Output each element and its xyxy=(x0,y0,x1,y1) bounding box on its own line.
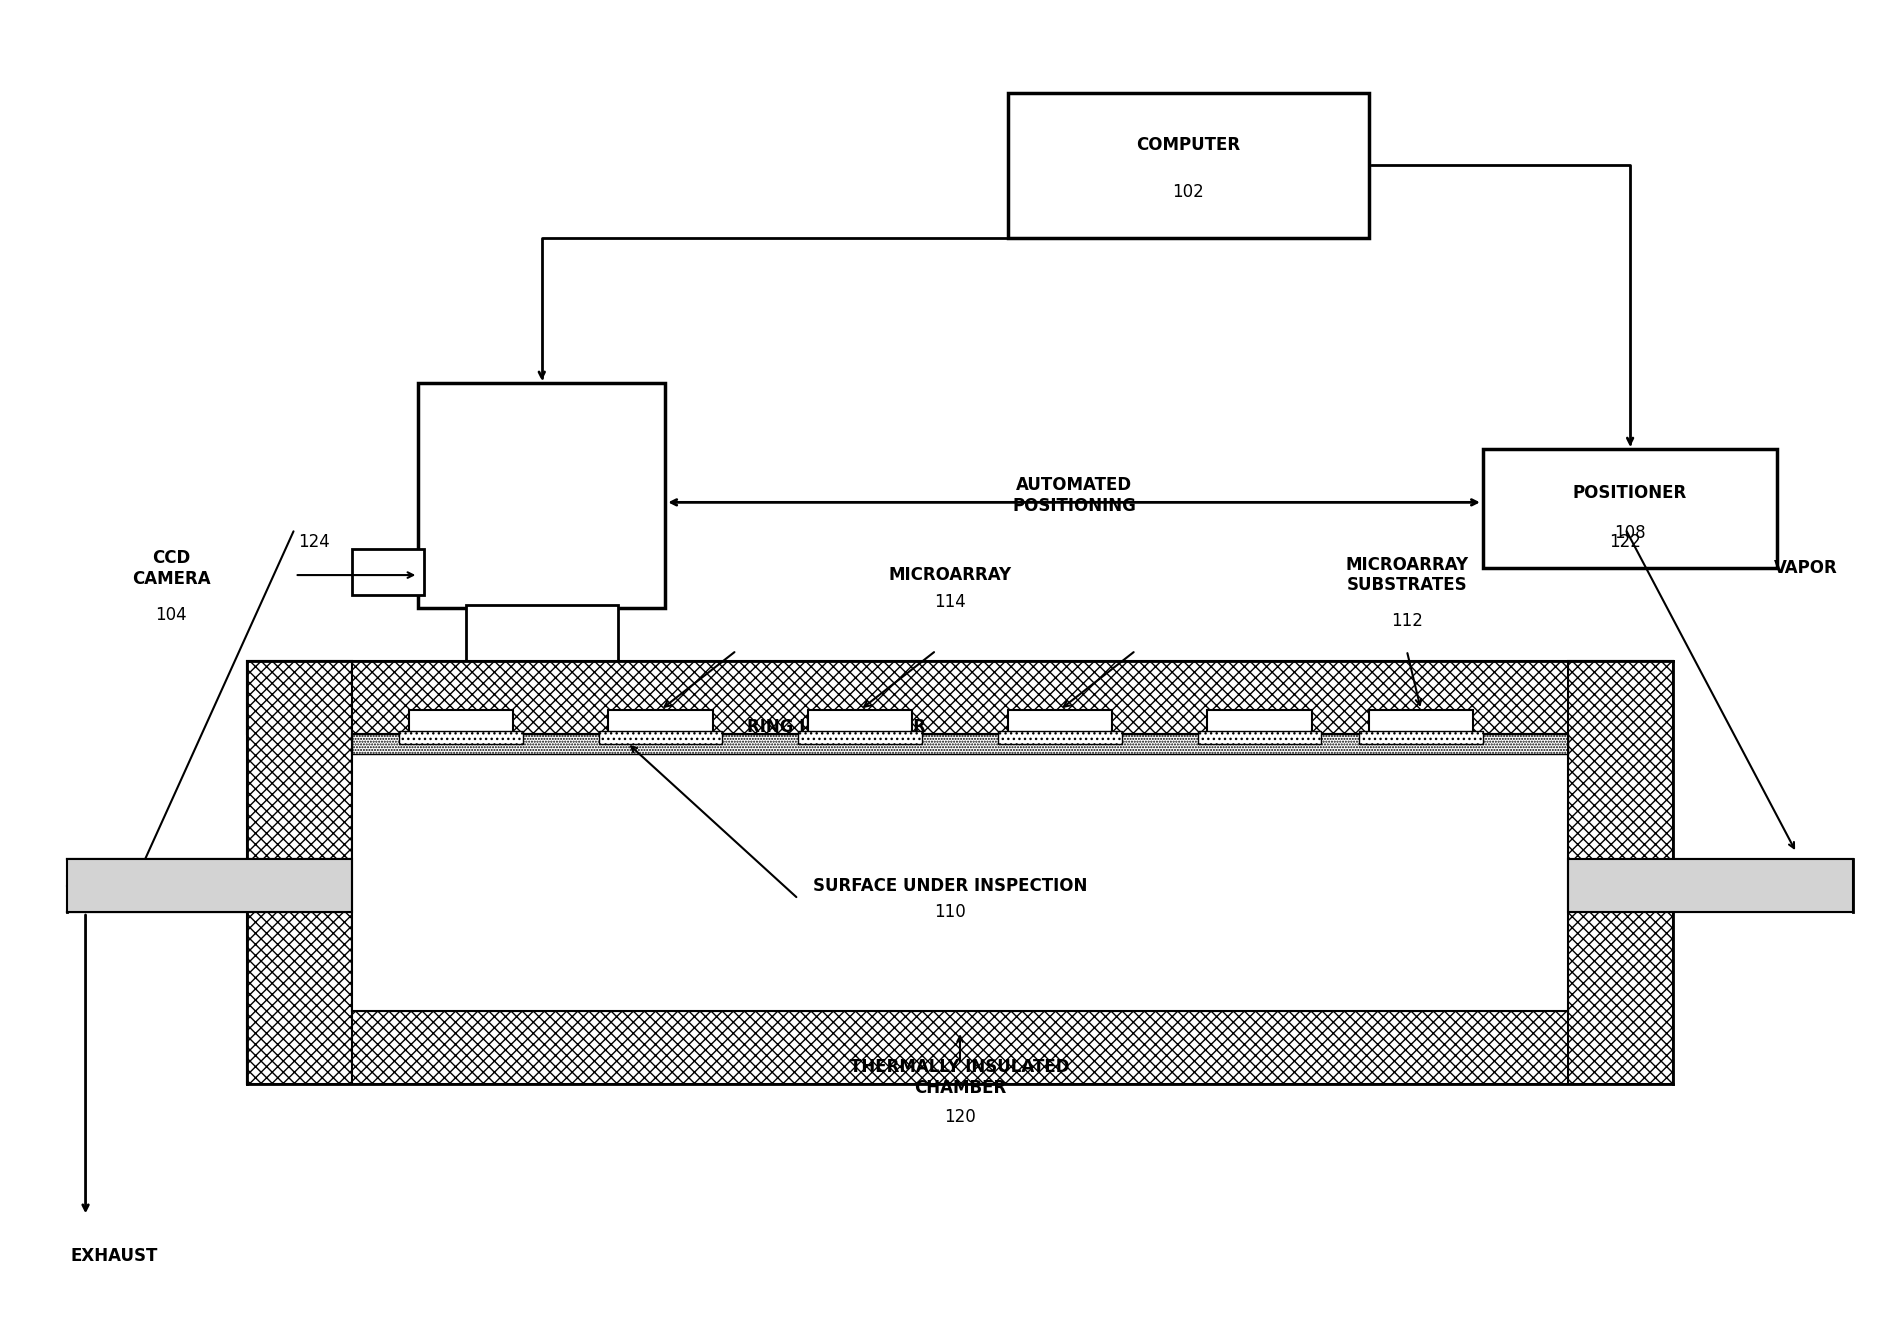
Text: POSITIONER: POSITIONER xyxy=(1572,484,1688,502)
Bar xyxy=(608,710,713,734)
Text: 102: 102 xyxy=(1173,182,1203,201)
Text: 114: 114 xyxy=(935,592,966,611)
Text: RING ILLUMINATOR: RING ILLUMINATOR xyxy=(747,718,926,736)
Bar xyxy=(247,661,352,1084)
FancyBboxPatch shape xyxy=(1008,93,1369,238)
Text: 110: 110 xyxy=(935,903,966,921)
Text: 108: 108 xyxy=(1614,524,1646,542)
Bar xyxy=(352,734,1568,754)
Text: 112: 112 xyxy=(1392,612,1422,631)
Text: 120: 120 xyxy=(945,1108,975,1126)
Bar xyxy=(352,734,1568,1011)
Bar xyxy=(247,1011,1673,1084)
Text: MICROARRAY
SUBSTRATES: MICROARRAY SUBSTRATES xyxy=(1346,555,1468,595)
Text: COMPUTER: COMPUTER xyxy=(1137,136,1239,155)
Bar xyxy=(67,859,352,912)
Text: THERMALLY INSULATED
CHAMBER: THERMALLY INSULATED CHAMBER xyxy=(850,1058,1070,1097)
Bar xyxy=(808,710,912,734)
Text: 106: 106 xyxy=(821,744,852,763)
Bar xyxy=(1369,710,1473,734)
Bar xyxy=(1359,731,1483,744)
Bar xyxy=(1568,859,1853,912)
Bar xyxy=(1568,661,1673,1084)
Bar xyxy=(1008,710,1112,734)
Text: SURFACE UNDER INSPECTION: SURFACE UNDER INSPECTION xyxy=(814,876,1087,895)
FancyBboxPatch shape xyxy=(323,754,447,813)
Text: AUTOMATED
POSITIONING: AUTOMATED POSITIONING xyxy=(1011,476,1137,516)
Bar xyxy=(1198,731,1321,744)
Bar xyxy=(599,731,722,744)
Bar xyxy=(798,731,922,744)
Text: MICROARRAY: MICROARRAY xyxy=(890,566,1011,584)
Bar xyxy=(247,661,1673,734)
FancyBboxPatch shape xyxy=(352,549,424,595)
FancyBboxPatch shape xyxy=(466,605,618,661)
Bar xyxy=(998,731,1122,744)
Bar xyxy=(352,754,1568,1011)
Text: CCD
CAMERA: CCD CAMERA xyxy=(131,549,211,588)
FancyBboxPatch shape xyxy=(1483,449,1777,568)
Text: EXHAUST: EXHAUST xyxy=(70,1247,158,1265)
FancyBboxPatch shape xyxy=(418,383,665,608)
Text: 104: 104 xyxy=(156,605,186,624)
Bar xyxy=(409,710,513,734)
Text: 122: 122 xyxy=(1610,533,1641,551)
Text: 124: 124 xyxy=(298,533,329,551)
Bar xyxy=(1207,710,1312,734)
Bar xyxy=(399,731,523,744)
Text: VAPOR: VAPOR xyxy=(1774,559,1838,578)
